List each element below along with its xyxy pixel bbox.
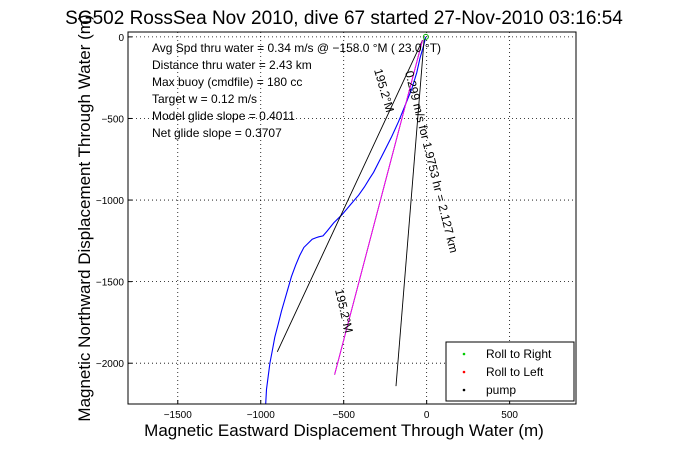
y-tick-label: −1000	[96, 196, 125, 207]
series-line-0	[265, 36, 427, 405]
y-tick-label: −500	[101, 114, 124, 125]
annotation-line: Net glide slope = 0.3707	[152, 126, 282, 140]
y-axis-label: Magnetic Northward Displacement Through …	[75, 14, 94, 421]
x-tick-label: 500	[501, 410, 518, 421]
rotated-label: 195.2°M	[371, 67, 397, 114]
legend-marker	[462, 352, 466, 356]
legend-label: Roll to Right	[486, 347, 552, 361]
x-tick-label: 0	[424, 410, 430, 421]
rotated-label: 195.2°M	[332, 288, 356, 335]
series-group	[265, 33, 429, 405]
series-line-4	[395, 38, 425, 387]
legend-marker	[462, 370, 466, 374]
y-tick-label: −2000	[96, 359, 125, 370]
rotated-labels: 195.2°M 0.299 m/s for 1.9753 hr = 2.127 k…	[332, 67, 461, 334]
annotation-box: Avg Spd thru water = 0.34 m/s @ −158.0 °…	[152, 41, 441, 140]
rotated-label: 0.299 m/s for 1.9753 hr = 2.127 km	[402, 69, 461, 254]
x-tick-label: −1500	[164, 410, 193, 421]
x-axis-label: Magnetic Eastward Displacement Through W…	[144, 421, 544, 440]
chart-title: SG502 RossSea Nov 2010, dive 67 started …	[65, 8, 623, 29]
start-marker	[422, 33, 429, 40]
annotation-line: Distance thru water = 2.43 km	[152, 58, 312, 72]
annotation-line: Target w = 0.12 m/s	[152, 92, 257, 106]
annotation-line: Max buoy (cmdfile) = 180 cc	[152, 75, 302, 89]
legend: Roll to Right Roll to Left pump	[445, 341, 575, 402]
legend-marker	[462, 388, 466, 392]
x-tick-label: −500	[332, 410, 355, 421]
legend-label: pump	[486, 383, 516, 397]
legend-box	[445, 341, 575, 402]
grid	[128, 32, 576, 404]
y-tick-label: 0	[118, 33, 124, 44]
y-tick-label: −1500	[96, 278, 125, 289]
annotation-line: Avg Spd thru water = 0.34 m/s @ −158.0 °…	[152, 41, 441, 55]
x-tick-label: −1000	[247, 410, 276, 421]
series-line-3	[334, 40, 423, 375]
plot-frame	[127, 31, 577, 405]
legend-label: Roll to Left	[486, 365, 544, 379]
annotation-line: Model glide slope = 0.4011	[152, 109, 295, 123]
axis-ticks: −1500 −1000 −500 0 500 0 −500 −1000 −1500 −2000	[96, 33, 519, 421]
series-line-1	[276, 40, 423, 352]
